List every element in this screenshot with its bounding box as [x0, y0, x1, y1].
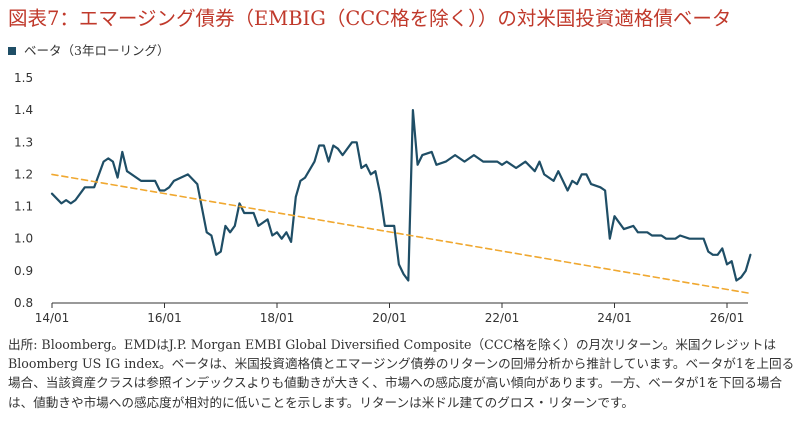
line-chart: 1.5 1.4 1.3 1.2 1.1 1.0 0.9 0.814/01 16/01 18/01 2… — [14, 71, 752, 325]
y-tick-label: 1.1 — [14, 200, 33, 214]
y-tick-label: 0.8 — [14, 296, 33, 310]
beta-line — [50, 108, 752, 282]
y-tick-label: 1.2 — [14, 167, 33, 181]
x-tick-label: 14/01 — [35, 311, 70, 325]
y-tick-label: 1.4 — [14, 103, 33, 117]
x-tick-label: 20/01 — [372, 311, 407, 325]
y-tick-label: 1.3 — [14, 135, 33, 149]
x-tick-label: 16/01 — [147, 311, 182, 325]
trend-line — [51, 173, 752, 295]
legend-swatch — [8, 47, 16, 55]
legend-label: ベータ（3年ローリング） — [24, 43, 170, 58]
y-tick-label: 0.9 — [14, 264, 33, 278]
x-tick-label: 26/01 — [710, 311, 745, 325]
chart-title: 図表7：エマージング債券（EMBIG（CCC格を除く））の対米国投資適格債ベータ — [8, 7, 732, 30]
footnote: 出所: Bloomberg。EMDはJ.P. Morgan EMBI Globa… — [8, 337, 795, 410]
x-tick-label: 18/01 — [260, 311, 295, 325]
y-tick-label: 1.5 — [14, 71, 33, 85]
y-tick-label: 1.0 — [14, 232, 33, 246]
legend: ベータ（3年ローリング） — [8, 42, 169, 60]
x-tick-label: 22/01 — [485, 311, 520, 325]
x-tick-label: 24/01 — [597, 311, 632, 325]
